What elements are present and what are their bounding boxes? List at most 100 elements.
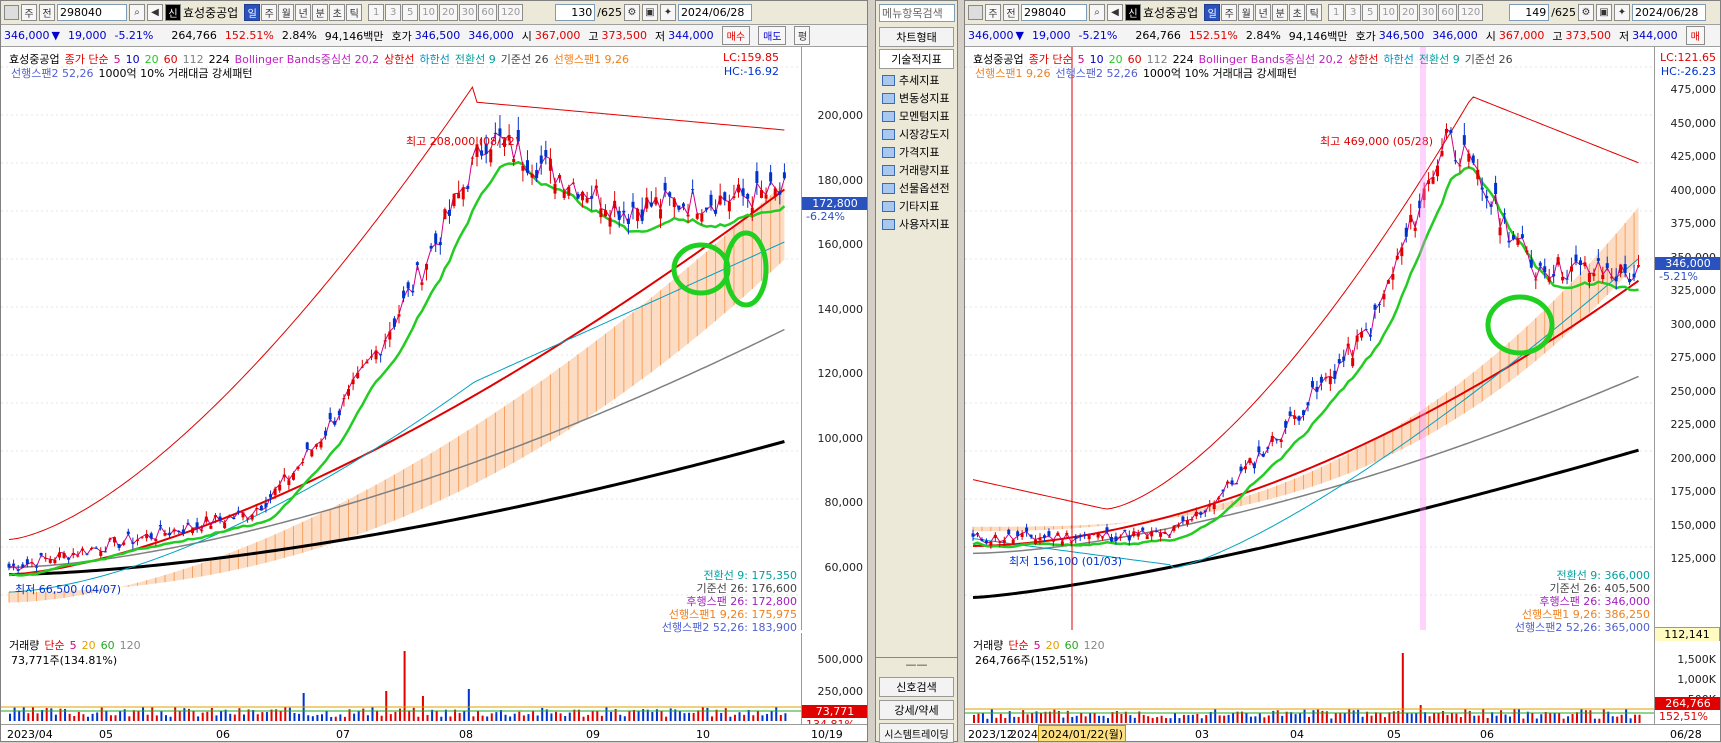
setting-icon[interactable]: ✦ xyxy=(659,4,676,21)
legend-item: 5 xyxy=(1077,53,1085,66)
code-input[interactable]: 298040 xyxy=(57,4,127,21)
interval-6[interactable]: 60 xyxy=(478,4,498,21)
candle-body xyxy=(755,171,759,184)
tab-0[interactable]: 일 xyxy=(244,4,261,21)
tool-icon[interactable]: ⚙ xyxy=(1577,4,1594,21)
menu-search-input[interactable]: 메뉴항목검색 xyxy=(879,4,955,22)
menu-item-7[interactable]: 기타지표 xyxy=(876,197,957,215)
interval-2[interactable]: 5 xyxy=(1362,4,1379,21)
interval-2[interactable]: 5 xyxy=(402,4,419,21)
tab-0[interactable]: 일 xyxy=(1204,4,1221,21)
speaker-icon[interactable]: ◀ xyxy=(1107,4,1123,21)
prev-button[interactable]: 전 xyxy=(1003,4,1019,21)
candle-body xyxy=(704,207,708,210)
new-icon[interactable]: 신 xyxy=(1125,4,1141,21)
tool-icon[interactable]: ⚙ xyxy=(623,4,640,21)
menu-item-0[interactable]: 추세지표 xyxy=(876,71,957,89)
period-select[interactable]: 주 xyxy=(21,4,37,21)
volume-bar xyxy=(385,691,388,721)
volume-bar xyxy=(1576,712,1578,723)
menu-item-2[interactable]: 모멘텀지표 xyxy=(876,107,957,125)
interval-7[interactable]: 120 xyxy=(1458,4,1484,21)
menu-item-4[interactable]: 가격지표 xyxy=(876,143,957,161)
strength-button[interactable]: 강세/약세 xyxy=(879,700,954,720)
candle-body xyxy=(457,193,461,199)
menu-item-8[interactable]: 사용자지표 xyxy=(876,215,957,233)
right-volume-legend: 거래량 단순 5 20 60 120 xyxy=(973,637,1110,653)
interval-5[interactable]: 30 xyxy=(458,4,478,21)
left-lc-label: LC:159.85 xyxy=(722,51,779,64)
tab-3[interactable]: 년 xyxy=(295,4,312,21)
menu-icon[interactable] xyxy=(4,5,19,20)
interval-3[interactable]: 10 xyxy=(1379,4,1398,21)
tab-5[interactable]: 초 xyxy=(1289,4,1306,21)
date-input[interactable]: 2024/06/28 xyxy=(677,4,752,21)
count-input[interactable]: 149 xyxy=(1509,4,1550,21)
menu-item-5[interactable]: 거래량지표 xyxy=(876,161,957,179)
ichimoku-cloud xyxy=(973,207,1639,532)
save-icon[interactable]: ▣ xyxy=(641,4,658,21)
volume-bar xyxy=(298,713,301,721)
left-price-chart[interactable]: 최고 208,000 (08/22) 최저 66,500 (04/07) xyxy=(1,47,801,630)
menu-item-3[interactable]: 시장강도지 xyxy=(876,125,957,143)
date-input[interactable]: 2024/06/28 xyxy=(1631,4,1706,21)
signal-search-button[interactable]: 신호검색 xyxy=(879,677,954,697)
interval-4[interactable]: 20 xyxy=(1398,4,1418,21)
interval-4[interactable]: 20 xyxy=(438,4,458,21)
tab-2[interactable]: 월 xyxy=(278,4,295,21)
turnover-pct: 2.84% xyxy=(1245,29,1281,42)
tab-5[interactable]: 초 xyxy=(329,4,346,21)
tab-3[interactable]: 년 xyxy=(1255,4,1272,21)
search-icon[interactable]: ⌕ xyxy=(1089,4,1105,21)
menu-item-6[interactable]: 선물옵션전 xyxy=(876,179,957,197)
volume-bar xyxy=(1558,713,1561,723)
menu-item-1[interactable]: 변동성지표 xyxy=(876,89,957,107)
speaker-icon[interactable]: ◀ xyxy=(147,4,163,21)
menu-icon[interactable] xyxy=(968,5,983,20)
interval-0[interactable]: 1 xyxy=(1328,4,1345,21)
candle-body xyxy=(1623,264,1627,273)
left-x-axis: 2023/04 05 06 07 08 09 10 10/19 xyxy=(1,724,867,741)
system-trading-button[interactable]: 시스템트레이딩 xyxy=(879,723,954,743)
interval-7[interactable]: 120 xyxy=(498,4,524,21)
tab-2[interactable]: 월 xyxy=(1238,4,1255,21)
buy-button[interactable]: 매수 xyxy=(721,26,751,45)
new-icon[interactable]: 신 xyxy=(165,4,181,21)
buy-button[interactable]: 매 xyxy=(1685,26,1705,45)
tab-1[interactable]: 주 xyxy=(261,4,278,21)
count-input[interactable]: 130 xyxy=(555,4,596,21)
search-icon[interactable]: ⌕ xyxy=(129,4,145,21)
left-volume-chart[interactable] xyxy=(1,633,801,724)
candle-body xyxy=(62,552,66,558)
tab-4[interactable]: 분 xyxy=(1272,4,1289,21)
eval-button[interactable]: 평 xyxy=(794,26,811,45)
tab-6[interactable]: 틱 xyxy=(346,4,363,21)
volume-bar xyxy=(1258,713,1261,723)
code-input[interactable]: 298040 xyxy=(1021,4,1087,21)
interval-0[interactable]: 1 xyxy=(368,4,385,21)
save-icon[interactable]: ▣ xyxy=(1595,4,1612,21)
tab-1[interactable]: 주 xyxy=(1221,4,1238,21)
interval-6[interactable]: 60 xyxy=(1438,4,1458,21)
sell-button[interactable]: 매도 xyxy=(758,26,787,45)
period-select[interactable]: 주 xyxy=(985,4,1001,21)
right-price-chart[interactable]: 최고 469,000 (05/28) 최저 156,100 (01/03) xyxy=(965,47,1655,630)
interval-1[interactable]: 3 xyxy=(385,4,402,21)
right-volume-chart[interactable] xyxy=(965,641,1655,732)
interval-1[interactable]: 3 xyxy=(1345,4,1362,21)
hoga2-value: 346,000 xyxy=(1432,29,1478,42)
prev-button[interactable]: 전 xyxy=(39,4,55,21)
volume-value: 264,766 xyxy=(171,29,217,42)
candle-body xyxy=(649,202,653,207)
candle-body xyxy=(434,233,438,244)
interval-3[interactable]: 10 xyxy=(419,4,438,21)
chart-type-button[interactable]: 차트형태 xyxy=(879,27,954,47)
legend-item: 60 xyxy=(163,53,178,66)
volume-bar xyxy=(1223,715,1226,723)
interval-5[interactable]: 30 xyxy=(1418,4,1438,21)
tab-4[interactable]: 분 xyxy=(312,4,329,21)
indicator-button[interactable]: 기술적지표 xyxy=(879,49,954,69)
setting-icon[interactable]: ✦ xyxy=(1613,4,1630,21)
tab-6[interactable]: 틱 xyxy=(1306,4,1323,21)
candle-body xyxy=(1034,539,1038,545)
